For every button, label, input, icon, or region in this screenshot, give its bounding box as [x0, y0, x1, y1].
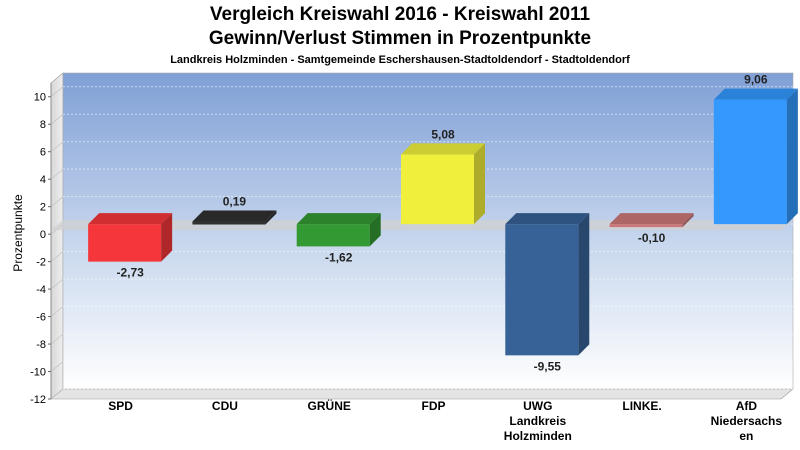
bar-top: [296, 213, 381, 225]
bar-1: 0,19: [192, 195, 277, 225]
x-category-label: UWG Landkreis Holzminden: [504, 399, 572, 443]
bar-front: [713, 99, 787, 225]
gridline-wall: [50, 141, 64, 152]
chart-caption: Landkreis Holzminden - Samtgemeinde Esch…: [170, 54, 630, 66]
plot-floor: [50, 388, 794, 400]
y-tick-label: 0: [40, 229, 46, 241]
y-tick-label: 8: [40, 119, 46, 131]
x-category-label: GRÜNE: [308, 398, 351, 413]
gridline-wall: [50, 86, 64, 97]
y-tick-label: -10: [30, 367, 46, 379]
bar-side: [265, 210, 277, 225]
gridline-wall: [50, 306, 64, 317]
x-category-label: AfD Niedersachs en: [711, 399, 783, 443]
gridline-wall: [50, 196, 64, 207]
bar-top: [609, 213, 694, 225]
bar-value-label: 9,06: [744, 73, 768, 87]
bar-top: [401, 143, 485, 155]
bar-value-label: 0,19: [223, 195, 247, 209]
x-category-label: LINKE.: [622, 399, 661, 413]
y-tick-label: 10: [34, 92, 46, 104]
bar-3: 5,08: [401, 127, 485, 225]
bar-side: [161, 213, 173, 262]
bar-value-label: 5,08: [431, 127, 455, 141]
bar-front: [401, 154, 474, 225]
y-tick-label: -6: [36, 312, 46, 324]
gridline-wall: [50, 278, 64, 290]
y-tick-label: -12: [30, 394, 46, 406]
y-tick-label: -4: [36, 284, 46, 296]
chart-subtitle: Gewinn/Verlust Stimmen in Prozentpunkte: [208, 28, 592, 49]
bar-6: 9,06: [713, 73, 798, 225]
bar-side: [682, 213, 694, 228]
bar-value-label: -9,55: [534, 359, 562, 373]
x-category-label: FDP: [422, 399, 446, 413]
bar-top: [88, 213, 173, 225]
y-axis-label: Prozentpunkte: [11, 194, 25, 272]
y-tick-label: 2: [40, 202, 46, 214]
gridline-wall: [50, 251, 64, 262]
bar-front: [609, 224, 683, 228]
bar-top: [713, 88, 798, 100]
gridline-wall: [50, 113, 64, 125]
bar-side: [578, 213, 590, 356]
gridline-wall: [50, 333, 64, 345]
bar-2: -1,62: [296, 213, 381, 264]
x-category-label: SPD: [108, 399, 133, 413]
bar-value-label: -2,73: [116, 266, 144, 280]
bar-side: [474, 143, 485, 225]
y-tick-label: -8: [36, 339, 46, 351]
chart-title: Vergleich Kreiswahl 2016 - Kreiswahl 201…: [209, 4, 591, 25]
bar-value-label: -1,62: [325, 250, 353, 264]
bar-0: -2,73: [88, 213, 173, 280]
gridline-wall: [50, 361, 64, 372]
y-tick-label: 4: [40, 174, 46, 186]
bar-side: [786, 88, 798, 225]
bar-top: [505, 213, 590, 225]
bar-value-label: -0,10: [638, 231, 666, 245]
gridline-wall: [50, 168, 64, 180]
bar-top: [192, 210, 277, 222]
plot-background: [62, 72, 794, 390]
bar-4: -9,55: [505, 213, 590, 373]
bar-front: [192, 221, 266, 225]
bar-front: [88, 224, 162, 262]
x-category-label: CDU: [212, 399, 238, 413]
plot-side-wall: [50, 72, 64, 400]
y-tick-label: -2: [36, 257, 46, 269]
bar-5: -0,10: [609, 213, 694, 245]
bar-front: [296, 224, 370, 247]
bar-side: [369, 213, 381, 247]
bar-front: [505, 224, 579, 356]
y-tick-label: 6: [40, 147, 46, 159]
gridline-wall: [50, 388, 64, 400]
